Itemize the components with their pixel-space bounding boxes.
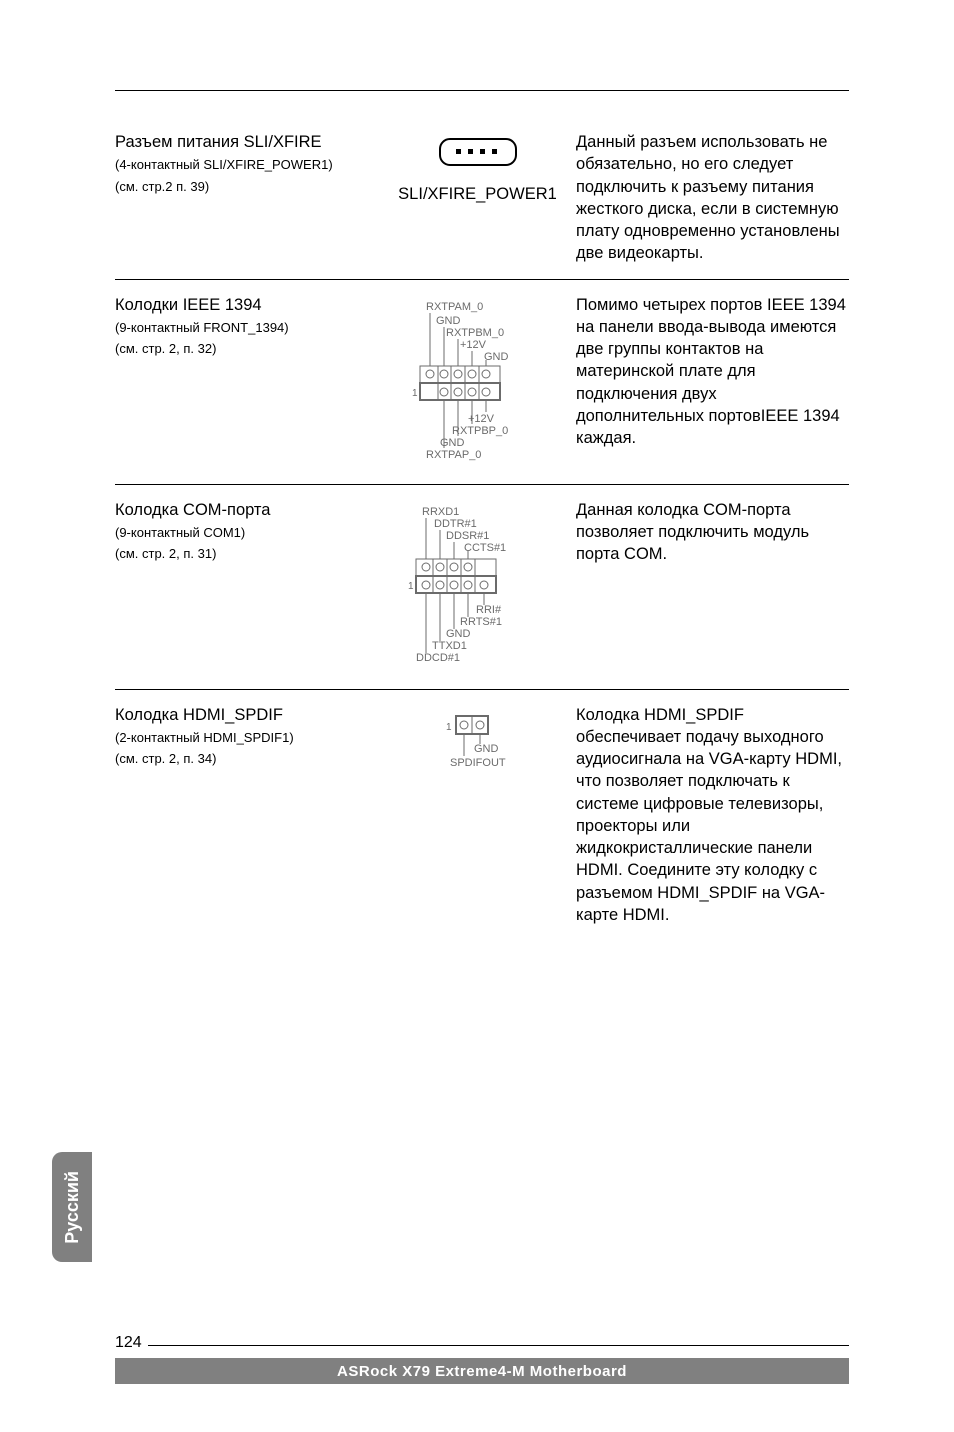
sub1: (2-контактный HDMI_SPDIF1) bbox=[115, 728, 385, 748]
sub1: (9-контактный COM1) bbox=[115, 523, 385, 543]
title: Колодки IEEE 1394 bbox=[115, 294, 385, 316]
description: Данный разъем использовать не обязательн… bbox=[576, 131, 849, 265]
svg-text:TTXD1: TTXD1 bbox=[432, 640, 467, 652]
svg-text:CCTS#1: CCTS#1 bbox=[464, 542, 506, 554]
right-col: Данный разъем использовать не обязательн… bbox=[570, 131, 849, 265]
com-port-header-icon: RRXD1 DDTR#1 DDSR#1 CCTS#1 RRI# bbox=[398, 505, 558, 675]
ieee1394-header-icon: RXTPAM_0 GND RXTPBM_0 +12V GND bbox=[398, 300, 558, 470]
svg-text:1: 1 bbox=[412, 388, 418, 399]
svg-text:1: 1 bbox=[446, 722, 452, 733]
svg-text:1: 1 bbox=[408, 581, 414, 592]
diagram-col: SLI/XFIRE_POWER1 bbox=[385, 131, 570, 204]
sub2: (см. стр.2 п. 39) bbox=[115, 177, 385, 197]
svg-text:RRI#: RRI# bbox=[476, 604, 502, 616]
section-hdmi-spdif: Колодка HDMI_SPDIF (2-контактный HDMI_SP… bbox=[115, 690, 849, 941]
right-col: Помимо четырех портов IEEE 1394 на панел… bbox=[570, 294, 849, 450]
svg-text:GND: GND bbox=[484, 351, 509, 363]
left-col: Колодка HDMI_SPDIF (2-контактный HDMI_SP… bbox=[115, 704, 385, 769]
description: Помимо четырех портов IEEE 1394 на панел… bbox=[576, 294, 849, 450]
svg-text:+12V: +12V bbox=[468, 413, 495, 425]
svg-text:GND: GND bbox=[446, 628, 471, 640]
title: Разъем питания SLI/XFIRE bbox=[115, 131, 385, 153]
section-com-port: Колодка COM-порта (9-контактный COM1) (с… bbox=[115, 485, 849, 689]
svg-text:GND: GND bbox=[474, 743, 499, 755]
title: Колодка COM-порта bbox=[115, 499, 385, 521]
section-sli-xfire: Разъем питания SLI/XFIRE (4-контактный S… bbox=[115, 117, 849, 279]
page-rule bbox=[148, 1345, 849, 1346]
svg-text:GND: GND bbox=[440, 437, 465, 449]
svg-text:RXTPBM_0: RXTPBM_0 bbox=[446, 327, 504, 339]
side-language-tab: Русский bbox=[52, 1152, 92, 1262]
diagram-col: RRXD1 DDTR#1 DDSR#1 CCTS#1 RRI# bbox=[385, 499, 570, 675]
sub2: (см. стр. 2, п. 34) bbox=[115, 749, 385, 769]
right-col: Данная колодка COM-порта позволяет подкл… bbox=[570, 499, 849, 566]
left-col: Колодки IEEE 1394 (9-контактный FRONT_13… bbox=[115, 294, 385, 359]
sub2: (см. стр. 2, п. 32) bbox=[115, 339, 385, 359]
description: Колодка HDMI_SPDIF обеспечивает подачу в… bbox=[576, 704, 849, 927]
svg-text:RRXD1: RRXD1 bbox=[422, 506, 459, 518]
left-col: Колодка COM-порта (9-контактный COM1) (с… bbox=[115, 499, 385, 564]
svg-text:RXTPBP_0: RXTPBP_0 bbox=[452, 425, 508, 437]
page-number: 124 bbox=[115, 1334, 142, 1352]
svg-text:SPDIFOUT: SPDIFOUT bbox=[450, 757, 506, 769]
side-tab-label: Русский bbox=[62, 1171, 83, 1244]
diagram-col: 1 GND SPDIFOUT bbox=[385, 704, 570, 780]
connector-label: SLI/XFIRE_POWER1 bbox=[398, 185, 557, 204]
svg-text:RRTS#1: RRTS#1 bbox=[460, 616, 502, 628]
sub1: (9-контактный FRONT_1394) bbox=[115, 318, 385, 338]
description: Данная колодка COM-порта позволяет подкл… bbox=[576, 499, 849, 566]
svg-text:DDSR#1: DDSR#1 bbox=[446, 530, 489, 542]
svg-text:GND: GND bbox=[436, 315, 461, 327]
sub1: (4-контактный SLI/XFIRE_POWER1) bbox=[115, 155, 385, 175]
right-col: Колодка HDMI_SPDIF обеспечивает подачу в… bbox=[570, 704, 849, 927]
sli-xfire-connector-icon bbox=[438, 137, 518, 167]
sub2: (см. стр. 2, п. 31) bbox=[115, 544, 385, 564]
section-ieee1394: Колодки IEEE 1394 (9-контактный FRONT_13… bbox=[115, 280, 849, 484]
hdmi-spdif-header-icon: 1 GND SPDIFOUT bbox=[418, 710, 538, 780]
svg-text:+12V: +12V bbox=[460, 339, 487, 351]
title: Колодка HDMI_SPDIF bbox=[115, 704, 385, 726]
svg-text:RXTPAM_0: RXTPAM_0 bbox=[426, 301, 483, 313]
svg-text:RXTPAP_0: RXTPAP_0 bbox=[426, 449, 481, 461]
footer-text: ASRock X79 Extreme4-M Motherboard bbox=[337, 1363, 627, 1380]
footer-bar: ASRock X79 Extreme4-M Motherboard bbox=[115, 1358, 849, 1384]
left-col: Разъем питания SLI/XFIRE (4-контактный S… bbox=[115, 131, 385, 196]
diagram-col: RXTPAM_0 GND RXTPBM_0 +12V GND bbox=[385, 294, 570, 470]
svg-text:DDCD#1: DDCD#1 bbox=[416, 652, 460, 664]
svg-text:DDTR#1: DDTR#1 bbox=[434, 518, 477, 530]
